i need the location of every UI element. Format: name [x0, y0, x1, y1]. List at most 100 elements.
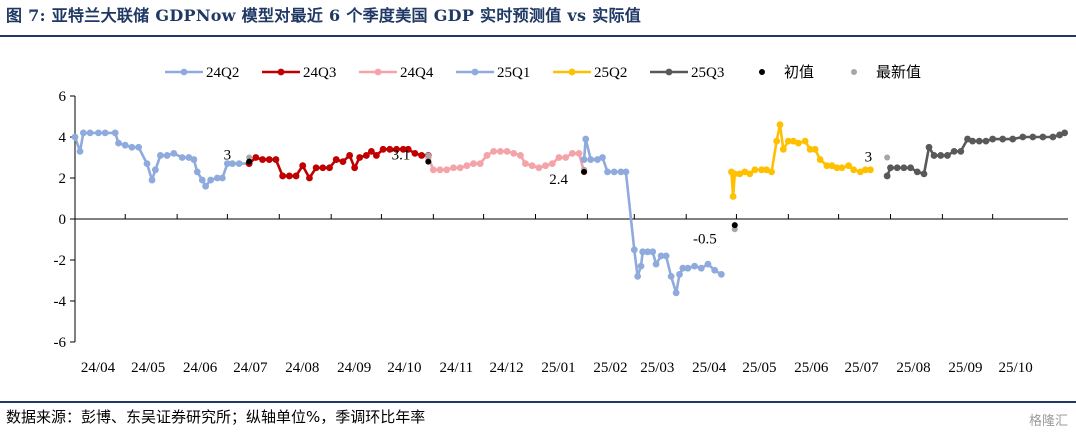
- data-point: [575, 150, 583, 157]
- data-point: [450, 164, 457, 172]
- data-point: [944, 152, 951, 159]
- data-point: [823, 162, 831, 170]
- data-point: [429, 166, 437, 174]
- data-point: [483, 152, 491, 159]
- data-point: [652, 260, 660, 268]
- data-point: [667, 273, 675, 280]
- data-point: [496, 147, 504, 155]
- data-point: [522, 160, 529, 168]
- data-point: [697, 264, 705, 272]
- source-rule: [0, 401, 1076, 403]
- data-point: [691, 262, 698, 270]
- initial-value-marker: [246, 158, 253, 165]
- x-tick-label: 24/07: [233, 360, 268, 376]
- data-point: [617, 168, 625, 176]
- data-point: [773, 137, 781, 145]
- data-point: [568, 150, 576, 157]
- data-point: [950, 147, 958, 155]
- data-point: [292, 172, 300, 180]
- data-point: [580, 156, 588, 163]
- y-tick-label: -2: [54, 253, 67, 269]
- data-point: [503, 147, 511, 155]
- data-point: [751, 166, 759, 174]
- data-point: [279, 172, 287, 180]
- legend-label: 最新值: [876, 64, 921, 81]
- data-point: [816, 156, 824, 163]
- x-tick-label: 25/06: [794, 360, 829, 376]
- data-point: [634, 273, 642, 280]
- x-tick-label: 25/03: [640, 360, 674, 376]
- x-tick-label: 25/01: [541, 360, 575, 376]
- data-point: [143, 160, 151, 168]
- data-point: [71, 133, 79, 141]
- data-point: [351, 164, 359, 172]
- y-tick-label: 0: [59, 212, 67, 228]
- data-point: [630, 246, 638, 254]
- data-point: [562, 154, 570, 161]
- data-point: [373, 152, 380, 159]
- value-annotation: 3.1: [392, 147, 411, 163]
- legend-marker: [568, 68, 576, 76]
- data-point: [178, 154, 186, 161]
- x-tick-label: 24/11: [440, 360, 474, 376]
- series-line: [730, 123, 871, 198]
- legend-marker: [759, 69, 765, 75]
- x-tick-label: 25/10: [999, 360, 1033, 376]
- x-tick-label: 25/08: [896, 360, 930, 376]
- data-point: [913, 168, 921, 176]
- data-point: [265, 156, 273, 163]
- data-point: [542, 162, 549, 170]
- data-point: [367, 147, 375, 155]
- data-point: [229, 160, 236, 168]
- series-25Q2: [728, 121, 874, 200]
- data-point: [121, 141, 129, 149]
- data-point: [163, 152, 171, 159]
- x-tick-label: 25/07: [845, 360, 880, 376]
- data-point: [517, 152, 524, 159]
- data-point: [79, 129, 87, 137]
- data-point: [684, 264, 692, 272]
- data-point: [259, 156, 266, 163]
- data-point: [95, 129, 102, 137]
- data-point: [411, 150, 419, 157]
- data-point: [548, 160, 556, 168]
- gdpnow-chart: -6 -4 -2 0 2 4 6 24/04 24/05 24/06 24/07 24/08 24/09…: [54, 64, 1069, 376]
- data-point: [272, 156, 280, 163]
- data-point: [731, 170, 739, 178]
- data-point: [989, 135, 997, 143]
- series-24Q2: [71, 129, 253, 190]
- data-point: [379, 145, 387, 153]
- data-point: [784, 137, 792, 145]
- x-tick-label: 24/10: [387, 360, 421, 376]
- data-point: [811, 145, 819, 153]
- latest-value-marker: [246, 154, 253, 161]
- data-point: [510, 150, 518, 157]
- data-point: [86, 129, 94, 137]
- data-point: [128, 143, 136, 151]
- data-point: [582, 135, 590, 143]
- data-point: [326, 164, 333, 172]
- data-point: [676, 270, 683, 278]
- y-tick-label: -4: [54, 294, 67, 310]
- data-point: [198, 176, 206, 184]
- data-point: [850, 166, 858, 174]
- data-point: [794, 139, 802, 147]
- data-point: [356, 154, 364, 161]
- data-point: [76, 147, 84, 155]
- data-point: [476, 160, 484, 168]
- series-25Q1: [580, 135, 725, 297]
- data-point: [346, 152, 354, 159]
- data-point: [768, 168, 776, 176]
- data-point: [649, 248, 657, 256]
- data-point: [610, 168, 618, 176]
- data-point: [1019, 133, 1027, 141]
- latest-value-marker: [425, 152, 432, 159]
- data-point: [235, 160, 243, 168]
- data-point: [1029, 133, 1037, 141]
- data-point: [285, 172, 293, 180]
- data-point: [883, 172, 891, 180]
- y-tick-label: 6: [59, 89, 67, 105]
- x-tick-label: 24/05: [131, 360, 165, 376]
- legend-label: 24Q3: [303, 65, 336, 81]
- value-annotation: 3: [224, 148, 232, 164]
